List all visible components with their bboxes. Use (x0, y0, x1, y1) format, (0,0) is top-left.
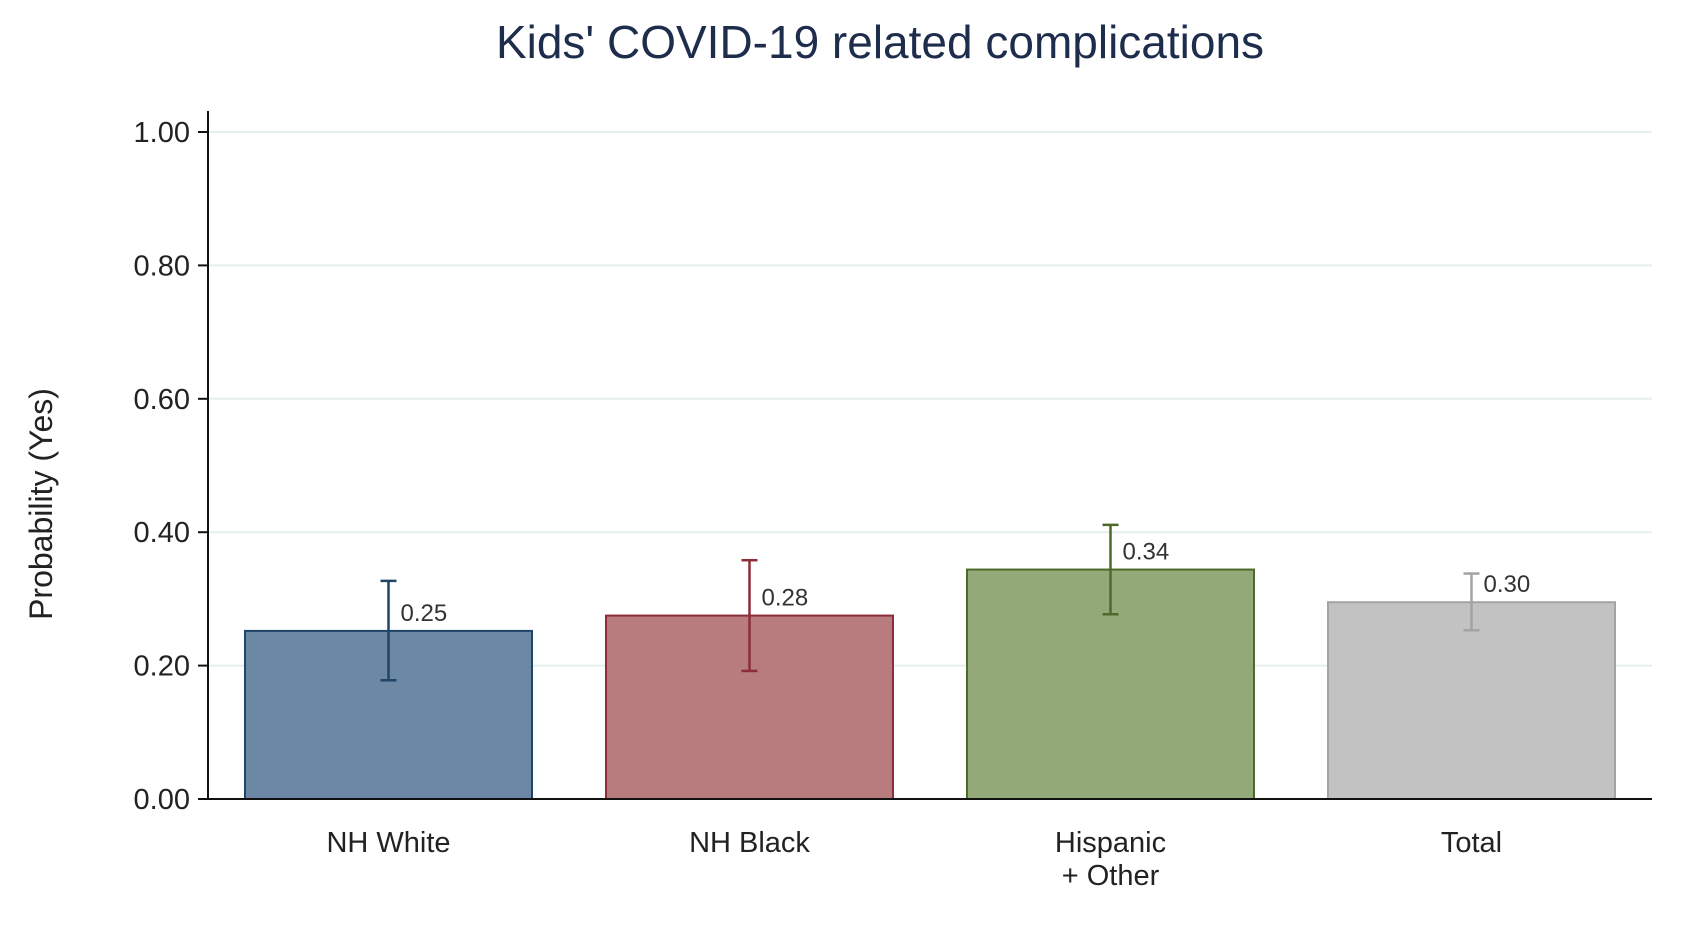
x-category-label: NH White (326, 827, 450, 859)
bars (244, 568, 1616, 801)
data-labels: 0.25 0.28 0.34 0.30 (401, 539, 1531, 627)
data-label: 0.25 (401, 600, 448, 627)
error-bars (380, 523, 1480, 682)
data-label: 0.34 (1123, 539, 1170, 566)
gridlines (208, 131, 1652, 667)
x-category-label-line: Total (1441, 827, 1502, 859)
y-tick-label: 0.40 (134, 517, 190, 549)
bar (1327, 601, 1616, 800)
x-category-label: NH Black (689, 827, 810, 859)
data-label: 0.28 (762, 585, 809, 612)
y-tick-label: 0.60 (134, 384, 190, 416)
y-tick-label: 0.80 (134, 250, 190, 282)
x-category-label-line: NH White (326, 827, 450, 859)
y-tick-label: 0.20 (134, 651, 190, 683)
x-axis-labels: NH White NH Black Hispanic + Other Total (326, 827, 1502, 892)
y-axis-ticks: 0.00 0.20 0.40 0.60 0.80 1.00 (134, 117, 208, 816)
chart-title: Kids' COVID-19 related complications (496, 16, 1264, 68)
x-category-label: Total (1441, 827, 1502, 859)
x-category-label-line: NH Black (689, 827, 810, 859)
y-tick-label: 1.00 (134, 117, 190, 149)
x-category-label: Hispanic + Other (1055, 827, 1166, 892)
x-category-label-line: Hispanic (1055, 827, 1166, 859)
y-tick-label: 0.00 (134, 784, 190, 816)
data-label: 0.30 (1484, 571, 1531, 598)
x-category-label-line: + Other (1062, 860, 1160, 892)
y-axis-label: Probability (Yes) (23, 388, 59, 620)
